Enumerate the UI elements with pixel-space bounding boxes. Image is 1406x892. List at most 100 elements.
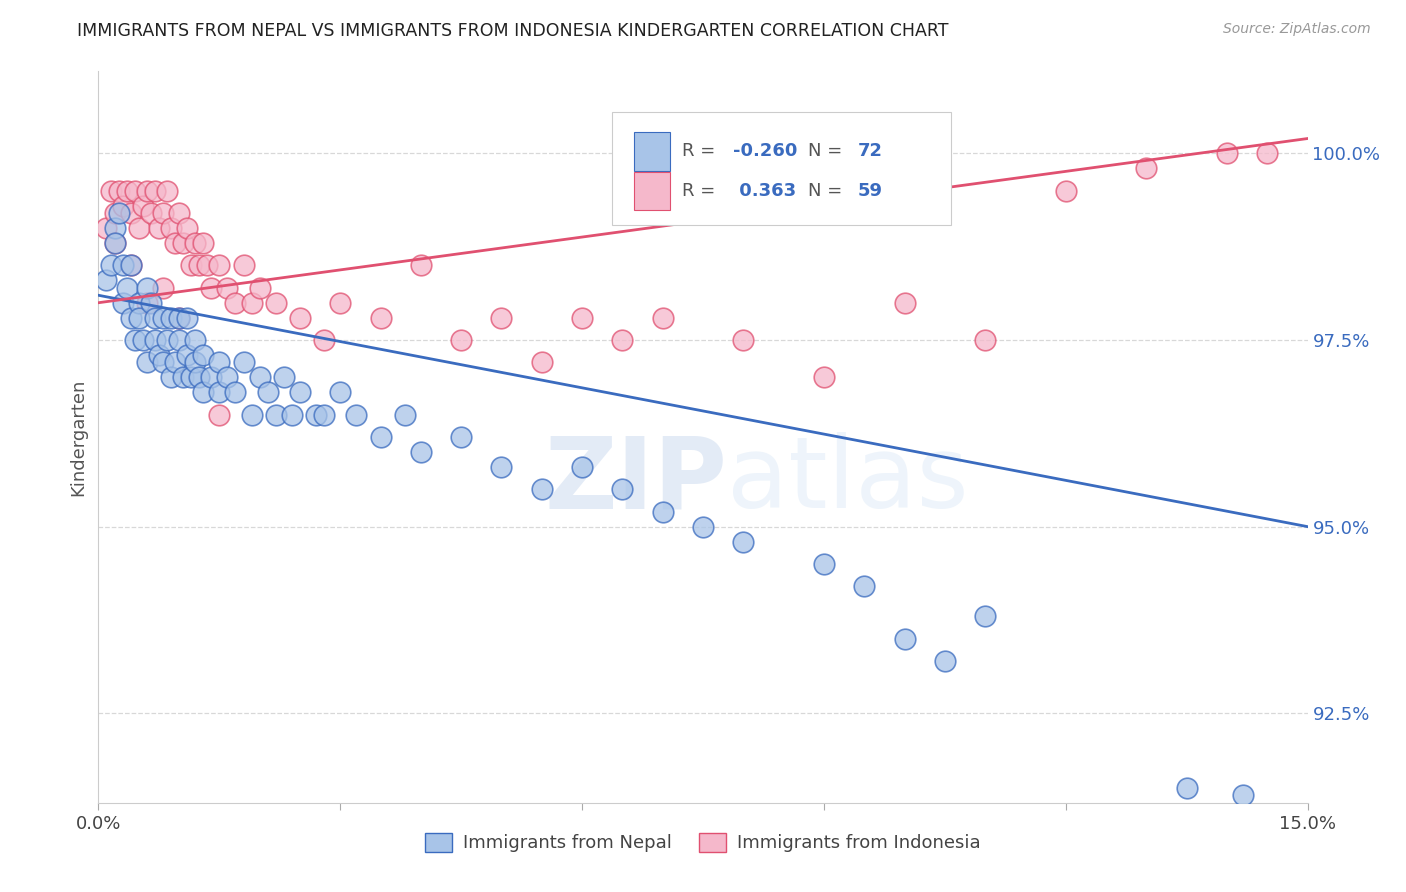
Point: [139, 206, 162, 220]
Point: [208, 385, 231, 400]
Point: [217, 370, 239, 384]
Point: [160, 221, 183, 235]
Point: [281, 408, 304, 422]
Point: [172, 235, 194, 250]
Text: IMMIGRANTS FROM NEPAL VS IMMIGRANTS FROM INDONESIA KINDERGARTEN CORRELATION CHAR: IMMIGRANTS FROM NEPAL VS IMMIGRANTS FROM…: [77, 22, 949, 40]
Point: [813, 370, 835, 384]
Point: [120, 310, 142, 325]
Point: [208, 355, 231, 369]
Point: [107, 206, 129, 220]
Point: [409, 259, 432, 273]
Point: [651, 505, 673, 519]
Point: [651, 310, 673, 325]
Y-axis label: Kindergarten: Kindergarten: [69, 378, 87, 496]
Point: [249, 281, 271, 295]
Point: [188, 259, 211, 273]
Point: [273, 370, 295, 384]
Point: [193, 235, 215, 250]
Point: [103, 206, 125, 220]
Point: [692, 519, 714, 533]
Point: [103, 235, 125, 250]
Point: [1256, 146, 1278, 161]
Point: [148, 221, 170, 235]
Point: [288, 310, 311, 325]
Point: [217, 281, 239, 295]
Point: [143, 310, 166, 325]
Point: [135, 355, 157, 369]
Point: [96, 221, 118, 235]
Point: [232, 355, 254, 369]
Point: [132, 333, 155, 347]
Point: [152, 206, 174, 220]
Point: [974, 609, 997, 624]
Text: R =: R =: [682, 143, 721, 161]
Point: [974, 333, 997, 347]
Point: [288, 385, 311, 400]
Point: [176, 310, 198, 325]
Point: [135, 281, 157, 295]
Point: [124, 184, 146, 198]
Point: [107, 184, 129, 198]
Point: [195, 259, 218, 273]
Point: [733, 333, 755, 347]
Point: [208, 259, 231, 273]
Text: N =: N =: [808, 143, 848, 161]
Point: [409, 445, 432, 459]
Text: -0.260: -0.260: [734, 143, 797, 161]
Point: [135, 295, 157, 310]
Point: [167, 310, 190, 325]
Point: [733, 534, 755, 549]
Point: [256, 385, 278, 400]
Point: [111, 199, 134, 213]
Text: N =: N =: [808, 182, 848, 200]
Point: [172, 370, 194, 384]
Point: [176, 348, 198, 362]
Point: [450, 430, 472, 444]
Point: [208, 408, 231, 422]
Point: [163, 355, 186, 369]
Point: [184, 333, 207, 347]
Point: [100, 184, 122, 198]
Point: [111, 259, 134, 273]
Point: [264, 408, 287, 422]
Text: Source: ZipAtlas.com: Source: ZipAtlas.com: [1223, 22, 1371, 37]
Point: [1054, 184, 1077, 198]
Point: [124, 333, 146, 347]
Point: [152, 310, 174, 325]
Point: [156, 333, 179, 347]
FancyBboxPatch shape: [613, 112, 950, 225]
Point: [103, 221, 125, 235]
Point: [1175, 780, 1198, 795]
Point: [232, 259, 254, 273]
Point: [135, 184, 157, 198]
Point: [128, 295, 150, 310]
Point: [224, 385, 246, 400]
Point: [853, 579, 876, 593]
Point: [934, 654, 956, 668]
Point: [96, 273, 118, 287]
Point: [176, 221, 198, 235]
Point: [188, 370, 211, 384]
Point: [370, 310, 392, 325]
Point: [148, 348, 170, 362]
Point: [571, 310, 593, 325]
Point: [314, 408, 336, 422]
Text: 59: 59: [858, 182, 883, 200]
Text: atlas: atlas: [727, 433, 969, 530]
Point: [111, 295, 134, 310]
Point: [1216, 146, 1239, 161]
Point: [100, 259, 122, 273]
Point: [491, 459, 513, 474]
Point: [370, 430, 392, 444]
Point: [240, 408, 263, 422]
Point: [184, 235, 207, 250]
Point: [167, 310, 190, 325]
Point: [394, 408, 416, 422]
Point: [530, 483, 553, 497]
Text: 0.363: 0.363: [734, 182, 796, 200]
Point: [491, 310, 513, 325]
Point: [128, 310, 150, 325]
Point: [264, 295, 287, 310]
Point: [160, 310, 183, 325]
Point: [167, 206, 190, 220]
